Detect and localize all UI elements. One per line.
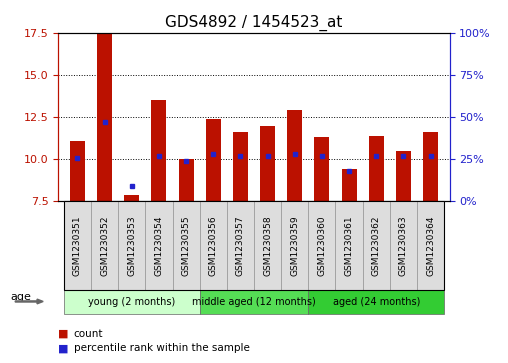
Bar (423, 132, 438, 201)
Text: GSM1230363: GSM1230363 (399, 216, 408, 276)
Text: GSM1230355: GSM1230355 (181, 216, 190, 276)
Bar (341, 170, 357, 201)
Bar (206, 119, 220, 201)
Bar (124, 195, 139, 201)
Text: GSM1230360: GSM1230360 (318, 216, 327, 276)
Text: percentile rank within the sample: percentile rank within the sample (74, 343, 249, 354)
Bar (260, 126, 275, 201)
Text: GSM1230353: GSM1230353 (128, 216, 136, 276)
Title: GDS4892 / 1454523_at: GDS4892 / 1454523_at (165, 15, 343, 31)
Text: GSM1230351: GSM1230351 (73, 216, 82, 276)
Text: ■: ■ (58, 329, 69, 339)
Text: GSM1230362: GSM1230362 (372, 216, 380, 276)
Bar (314, 137, 329, 201)
Bar (70, 141, 85, 201)
Text: young (2 months): young (2 months) (88, 297, 175, 307)
Text: middle aged (12 months): middle aged (12 months) (192, 297, 316, 307)
Text: count: count (74, 329, 103, 339)
Text: GSM1230358: GSM1230358 (263, 216, 272, 276)
Text: age: age (10, 292, 31, 302)
Text: ■: ■ (58, 343, 69, 354)
Text: GSM1230364: GSM1230364 (426, 216, 435, 276)
Bar (288, 110, 302, 201)
Bar (179, 159, 194, 201)
Text: GSM1230361: GSM1230361 (344, 216, 354, 276)
Bar (97, 33, 112, 201)
Text: aged (24 months): aged (24 months) (333, 297, 420, 307)
Bar (369, 136, 384, 201)
Text: GSM1230356: GSM1230356 (209, 216, 218, 276)
Text: GSM1230352: GSM1230352 (100, 216, 109, 276)
Text: GSM1230359: GSM1230359 (290, 216, 299, 276)
Bar (151, 100, 167, 201)
Bar (396, 151, 411, 201)
Bar (233, 132, 248, 201)
Text: GSM1230354: GSM1230354 (154, 216, 164, 276)
Text: GSM1230357: GSM1230357 (236, 216, 245, 276)
